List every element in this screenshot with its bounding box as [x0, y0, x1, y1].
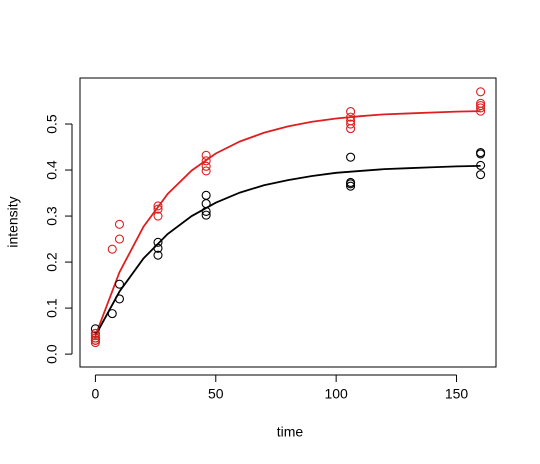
point: [201, 150, 211, 160]
point: [153, 243, 163, 253]
point: [107, 309, 117, 319]
point: [153, 237, 163, 247]
fit-curve: [94, 164, 481, 337]
point: [153, 211, 163, 221]
y-tick-label: 0.1: [44, 298, 60, 318]
x-tick-label: 100: [324, 386, 348, 402]
point: [476, 103, 486, 113]
point: [90, 333, 100, 343]
point: [476, 170, 486, 180]
x-tick-label: 150: [445, 386, 469, 402]
y-tick-label: 0.2: [44, 252, 60, 272]
point: [346, 152, 356, 162]
point: [153, 250, 163, 260]
point: [346, 181, 356, 191]
y-tick-label: 0.0: [44, 344, 60, 364]
point: [476, 87, 486, 97]
point: [201, 210, 211, 220]
point: [201, 161, 211, 171]
point: [201, 199, 211, 209]
point: [114, 234, 125, 244]
point: [346, 116, 356, 126]
point: [476, 98, 486, 108]
point: [476, 160, 486, 170]
point: [346, 124, 356, 134]
y-tick-label: 0.4: [44, 160, 60, 180]
point: [346, 119, 356, 129]
point: [90, 335, 100, 345]
point: [476, 101, 486, 111]
y-tick-label: 0.3: [44, 206, 60, 226]
point: [114, 219, 125, 229]
point: [90, 324, 100, 334]
point: [346, 177, 356, 188]
point: [90, 331, 100, 341]
point: [346, 112, 356, 122]
plot-box: [79, 77, 497, 368]
point: [201, 156, 211, 166]
y-tick-label: 0.5: [44, 114, 60, 134]
point: [107, 244, 117, 254]
point: [346, 107, 356, 117]
point: [114, 279, 125, 289]
fit-curve: [94, 110, 481, 337]
point: [90, 338, 100, 348]
point: [476, 148, 486, 158]
x-axis-title: time: [277, 424, 304, 440]
point: [153, 204, 163, 214]
point: [153, 201, 163, 211]
point: [90, 328, 100, 338]
y-axis-title: intensity: [5, 196, 21, 247]
point: [114, 294, 125, 304]
point: [201, 190, 211, 200]
point: [201, 166, 211, 176]
x-tick-label: 0: [92, 386, 100, 402]
x-tick-label: 50: [208, 386, 224, 402]
